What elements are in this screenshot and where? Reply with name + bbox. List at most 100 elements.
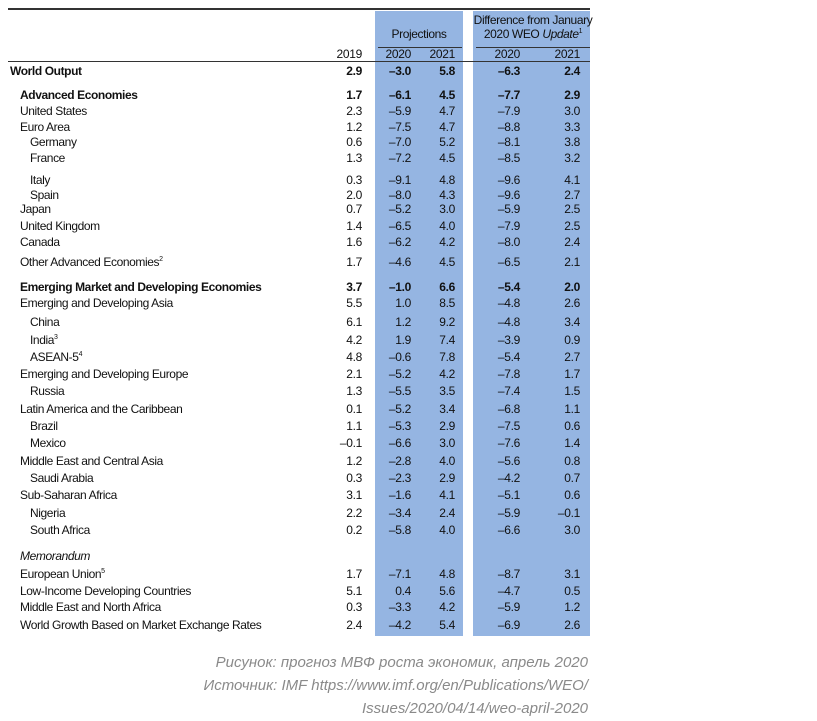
cell-value: –5.9	[497, 600, 520, 614]
cell-value: 1.2	[346, 120, 362, 134]
row-label: Sub-Saharan Africa	[20, 488, 117, 502]
cell-value: –8.8	[497, 120, 520, 134]
cell-value: 4.3	[439, 188, 455, 202]
row-label-text: Brazil	[30, 419, 58, 433]
projections-column-band	[375, 11, 463, 636]
cell-value: 2.2	[346, 506, 362, 520]
cell-value: 2.9	[346, 64, 362, 78]
row-label-text: Latin America and the Caribbean	[20, 402, 183, 416]
cell-value: 2.4	[564, 64, 580, 78]
cell-value: 3.0	[564, 523, 580, 537]
cell-value: 4.2	[439, 367, 455, 381]
cell-value: 0.9	[564, 333, 580, 347]
cell-value: 4.8	[346, 350, 362, 364]
cell-value: 2.0	[346, 188, 362, 202]
cell-value: 4.7	[439, 104, 455, 118]
cell-value: 2.1	[346, 367, 362, 381]
cell-value: 0.2	[346, 523, 362, 537]
cell-value: 2.4	[346, 618, 362, 632]
cell-value: 5.6	[439, 584, 455, 598]
cell-value: 0.3	[346, 173, 362, 187]
cell-value: 0.4	[395, 584, 411, 598]
cell-value: –6.2	[388, 235, 411, 249]
cell-value: –7.8	[497, 367, 520, 381]
row-label: United Kingdom	[20, 219, 100, 233]
row-label: India3	[30, 333, 58, 347]
cell-value: 1.1	[564, 402, 580, 416]
cell-value: 0.7	[346, 202, 362, 216]
cell-value: –5.6	[497, 454, 520, 468]
cell-value: –6.3	[497, 64, 520, 78]
row-label: Canada	[20, 235, 60, 249]
cell-value: –9.6	[497, 173, 520, 187]
cell-value: –8.1	[497, 135, 520, 149]
row-label: Nigeria	[30, 506, 66, 520]
cell-value: –7.6	[497, 436, 520, 450]
cell-value: –7.0	[388, 135, 411, 149]
cell-value: 2.9	[439, 471, 455, 485]
cell-value: 4.2	[439, 600, 455, 614]
cell-value: –6.1	[388, 88, 411, 102]
row-label-text: European Union	[20, 567, 102, 581]
cell-value: –1.6	[388, 488, 411, 502]
row-label: Germany	[30, 135, 77, 149]
cell-value: 1.7	[346, 88, 362, 102]
cell-value: –8.5	[497, 151, 520, 165]
row-label: Latin America and the Caribbean	[20, 402, 183, 416]
cell-value: 2.4	[439, 506, 455, 520]
cell-value: 7.4	[439, 333, 455, 347]
row-label-text: Emerging and Developing Europe	[20, 367, 189, 381]
row-label-text: United States	[20, 104, 87, 118]
row-label-text: Russia	[30, 384, 65, 398]
cell-value: 2.9	[564, 88, 580, 102]
cell-value: 0.6	[564, 419, 580, 433]
cell-value: 0.7	[564, 471, 580, 485]
cell-value: 1.0	[395, 296, 411, 310]
row-label-text: Nigeria	[30, 506, 66, 520]
row-label-text: Emerging and Developing Asia	[20, 296, 173, 310]
cell-value: –0.1	[339, 436, 362, 450]
row-label: World Growth Based on Market Exchange Ra…	[20, 618, 262, 632]
cell-value: –0.1	[557, 506, 580, 520]
cell-value: 0.6	[346, 135, 362, 149]
cell-value: –3.4	[388, 506, 411, 520]
cell-value: 4.2	[439, 235, 455, 249]
row-label: ASEAN-54	[30, 350, 82, 364]
row-label: Brazil	[30, 419, 58, 433]
cell-value: 3.0	[564, 104, 580, 118]
cell-value: 7.8	[439, 350, 455, 364]
cell-value: 4.5	[439, 88, 455, 102]
row-label-text: Mexico	[30, 436, 66, 450]
cell-value: 4.5	[439, 255, 455, 269]
cell-value: 3.1	[346, 488, 362, 502]
projections-header: Projections	[391, 27, 447, 41]
cell-value: 1.7	[564, 367, 580, 381]
cell-value: 1.6	[346, 235, 362, 249]
row-label-text: South Africa	[30, 523, 90, 537]
cell-value: 3.2	[564, 151, 580, 165]
cell-value: –7.9	[497, 219, 520, 233]
table-top-rule	[8, 8, 590, 10]
cell-value: –8.0	[497, 235, 520, 249]
cell-value: 1.2	[395, 315, 411, 329]
row-label: Other Advanced Economies2	[20, 255, 163, 269]
row-label: World Output	[10, 64, 82, 78]
row-label-text: France	[30, 151, 65, 165]
year-header-3: 2020	[494, 47, 521, 61]
cell-value: 2.7	[564, 350, 580, 364]
cell-value: –3.3	[388, 600, 411, 614]
cell-value: –6.5	[388, 219, 411, 233]
caption-line-1: Рисунок: прогноз МВФ роста экономик, апр…	[215, 654, 588, 671]
row-label-text: China	[30, 315, 60, 329]
cell-value: –9.6	[497, 188, 520, 202]
cell-value: –6.6	[497, 523, 520, 537]
row-label: Emerging Market and Developing Economies	[20, 280, 262, 294]
row-label: Saudi Arabia	[30, 471, 94, 485]
cell-value: –3.0	[388, 64, 411, 78]
cell-value: –4.8	[497, 315, 520, 329]
cell-value: 8.5	[439, 296, 455, 310]
cell-value: –5.4	[497, 350, 520, 364]
cell-value: 0.5	[564, 584, 580, 598]
row-label-text: Germany	[30, 135, 77, 149]
